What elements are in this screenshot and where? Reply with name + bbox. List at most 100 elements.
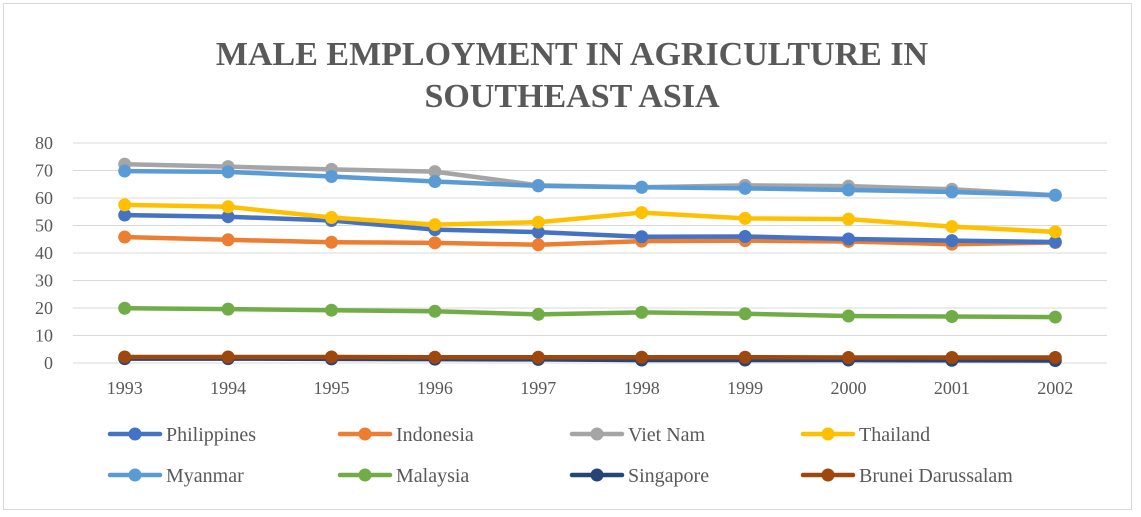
series-malaysia xyxy=(118,301,1062,324)
data-point xyxy=(221,165,235,179)
data-point xyxy=(221,200,235,214)
data-point xyxy=(221,350,235,364)
data-point xyxy=(1048,310,1062,324)
data-point xyxy=(738,350,752,364)
legend-swatch-marker xyxy=(358,427,372,441)
series-viet-nam xyxy=(118,157,1062,202)
data-point xyxy=(945,220,959,234)
x-axis-ticks: 1993 1994 1995 1996 1997 1998 1999 2000 2001 2002 xyxy=(107,378,1074,398)
line-chart: MALE EMPLOYMENT IN AGRICULTURE IN SOUTHE… xyxy=(35,36,1107,487)
legend-swatch-marker xyxy=(358,468,372,482)
data-point xyxy=(118,230,132,244)
data-point xyxy=(531,350,545,364)
legend-label: Singapore xyxy=(628,465,709,487)
legend-label: Brunei Darussalam xyxy=(859,465,1013,487)
x-tick-label: 1995 xyxy=(314,378,350,398)
x-tick-label: 2000 xyxy=(831,378,867,398)
x-tick-label: 2001 xyxy=(934,378,970,398)
data-point xyxy=(842,351,855,364)
data-point xyxy=(118,301,132,315)
data-point xyxy=(635,305,649,319)
data-point xyxy=(325,350,338,364)
legend: Philippines Indonesia Viet Nam Thailand Myan… xyxy=(107,424,1013,487)
data-point xyxy=(531,215,545,229)
data-point xyxy=(428,175,442,188)
data-point xyxy=(118,208,132,222)
data-point xyxy=(325,303,338,317)
legend-item-myanmar: Myanmar xyxy=(107,465,244,487)
legend-label: Thailand xyxy=(859,424,930,446)
data-point xyxy=(531,307,545,321)
data-point xyxy=(945,234,959,248)
legend-swatch-marker xyxy=(821,468,835,482)
legend-item-malaysia: Malaysia xyxy=(337,465,469,487)
chart-frame: MALE EMPLOYMENT IN AGRICULTURE IN SOUTHE… xyxy=(3,3,1132,510)
data-point xyxy=(945,351,959,364)
y-tick-label: 70 xyxy=(35,161,53,181)
data-point xyxy=(1048,235,1062,249)
x-tick-label: 1994 xyxy=(210,378,246,398)
series-myanmar xyxy=(118,164,1062,202)
y-tick-label: 50 xyxy=(35,216,53,236)
legend-swatch-marker xyxy=(128,468,142,482)
y-tick-label: 60 xyxy=(35,188,53,208)
series-line xyxy=(122,212,1058,245)
data-point xyxy=(635,350,649,364)
data-point xyxy=(635,180,649,194)
data-point xyxy=(842,309,855,323)
y-tick-label: 30 xyxy=(35,271,53,291)
data-point xyxy=(635,206,649,220)
legend-item-viet-nam: Viet Nam xyxy=(569,424,706,446)
chart-title-line-2: SOUTHEAST ASIA xyxy=(424,78,720,115)
legend-label: Myanmar xyxy=(166,465,244,487)
y-tick-label: 80 xyxy=(35,133,53,153)
series-line xyxy=(122,234,1058,247)
data-point xyxy=(428,218,442,232)
series-line xyxy=(122,306,1058,320)
data-point xyxy=(738,230,752,243)
legend-swatch-marker xyxy=(821,427,835,441)
data-point xyxy=(325,235,338,249)
legend-swatch-marker xyxy=(590,427,604,441)
data-point xyxy=(945,185,959,199)
data-point xyxy=(842,212,855,226)
legend-item-indonesia: Indonesia xyxy=(337,424,474,446)
series-group xyxy=(118,157,1062,368)
x-tick-label: 1993 xyxy=(107,378,143,398)
legend-label: Philippines xyxy=(166,424,256,446)
y-tick-label: 40 xyxy=(35,243,53,263)
data-point xyxy=(738,307,752,321)
y-axis-ticks: 0 10 20 30 40 50 60 70 80 xyxy=(35,133,53,373)
y-tick-label: 10 xyxy=(35,326,53,346)
data-point xyxy=(635,230,649,244)
legend-item-singapore: Singapore xyxy=(569,465,709,487)
data-point xyxy=(1048,351,1062,364)
legend-swatch-marker xyxy=(128,427,142,441)
series-brunei-darussalam xyxy=(118,350,1062,364)
data-point xyxy=(221,233,235,247)
data-point xyxy=(842,232,855,246)
legend-label: Indonesia xyxy=(396,424,474,446)
x-tick-label: 1998 xyxy=(624,378,660,398)
data-point xyxy=(531,238,545,252)
x-tick-label: 2002 xyxy=(1037,378,1073,398)
x-tick-label: 1999 xyxy=(727,378,763,398)
data-point xyxy=(531,225,545,239)
series-thailand xyxy=(118,198,1062,239)
y-tick-label: 0 xyxy=(44,353,53,373)
legend-label: Viet Nam xyxy=(628,424,706,446)
data-point xyxy=(738,181,752,195)
legend-swatch-marker xyxy=(590,468,604,482)
data-point xyxy=(1048,225,1062,239)
data-point xyxy=(738,211,752,225)
data-point xyxy=(325,170,338,184)
legend-label: Malaysia xyxy=(396,465,469,487)
y-tick-label: 20 xyxy=(35,298,53,318)
series-line xyxy=(122,202,1058,235)
data-point xyxy=(842,183,855,197)
series-line xyxy=(122,354,1058,360)
data-point xyxy=(221,302,235,316)
data-point xyxy=(428,165,442,179)
data-point xyxy=(428,236,442,250)
series-line xyxy=(122,168,1058,198)
